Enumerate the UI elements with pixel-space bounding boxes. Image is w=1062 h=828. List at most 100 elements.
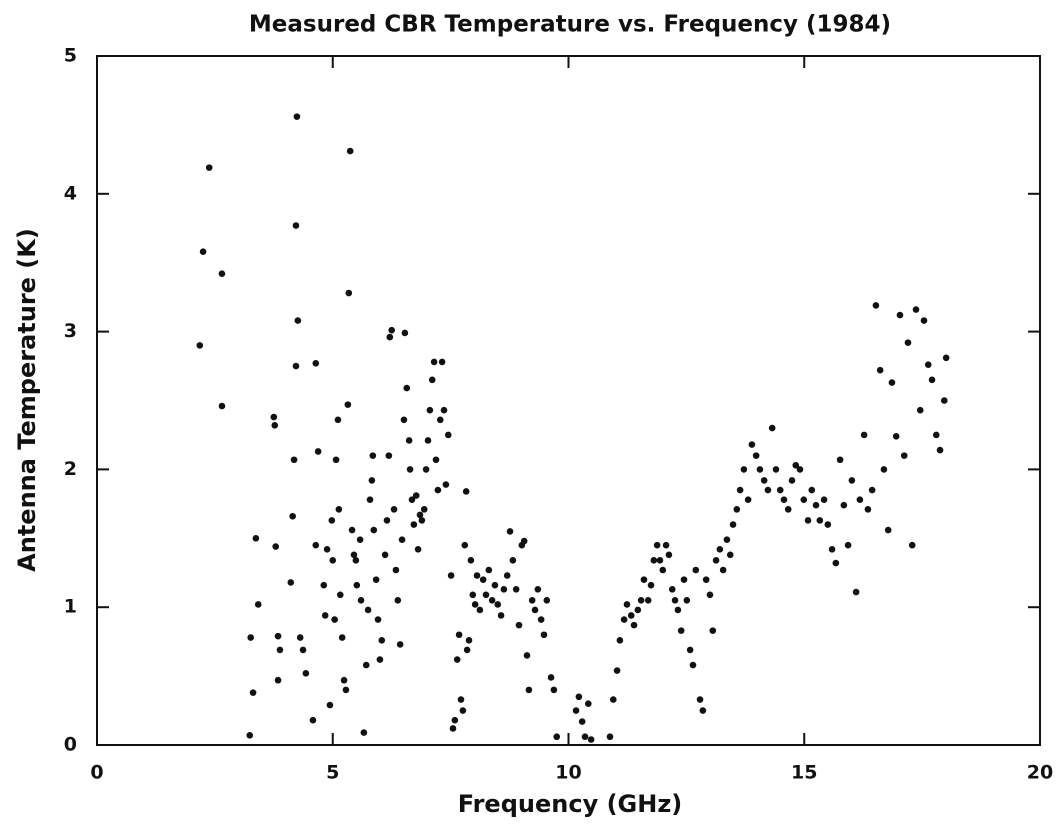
point bbox=[331, 616, 338, 623]
point bbox=[912, 306, 920, 313]
point bbox=[274, 676, 282, 684]
point bbox=[716, 546, 724, 553]
point bbox=[348, 526, 356, 534]
point bbox=[376, 656, 384, 663]
point bbox=[523, 652, 531, 659]
point bbox=[302, 670, 310, 677]
point bbox=[444, 431, 452, 439]
point bbox=[378, 636, 386, 644]
point bbox=[329, 557, 337, 564]
point bbox=[422, 466, 430, 473]
point bbox=[196, 342, 204, 349]
point bbox=[726, 551, 734, 559]
point bbox=[550, 686, 558, 694]
point bbox=[353, 581, 361, 589]
point bbox=[723, 536, 731, 543]
point bbox=[764, 486, 772, 494]
point bbox=[920, 317, 928, 324]
point bbox=[547, 674, 555, 681]
point bbox=[356, 536, 364, 543]
point bbox=[872, 302, 880, 309]
point bbox=[346, 147, 354, 155]
point bbox=[884, 526, 892, 534]
point bbox=[416, 511, 424, 519]
point bbox=[808, 486, 816, 494]
point bbox=[370, 526, 378, 534]
y-tick-label: 0 bbox=[64, 734, 77, 756]
point bbox=[398, 536, 406, 543]
point bbox=[709, 627, 717, 634]
point bbox=[205, 164, 213, 171]
point bbox=[680, 576, 688, 583]
point bbox=[824, 521, 832, 528]
point bbox=[888, 379, 896, 386]
point bbox=[702, 576, 710, 583]
point bbox=[420, 506, 428, 513]
point bbox=[936, 446, 944, 454]
point bbox=[500, 585, 508, 593]
point bbox=[553, 733, 561, 741]
chart-title: Measured CBR Temperature vs. Frequency (… bbox=[249, 12, 891, 38]
point bbox=[342, 686, 350, 694]
point bbox=[609, 696, 617, 703]
point bbox=[640, 576, 648, 583]
point bbox=[572, 707, 580, 714]
point bbox=[644, 597, 652, 604]
point bbox=[292, 362, 300, 370]
point bbox=[457, 696, 465, 703]
point bbox=[314, 448, 322, 455]
point bbox=[289, 512, 296, 520]
point bbox=[463, 646, 471, 654]
point bbox=[276, 646, 284, 654]
point bbox=[218, 402, 226, 410]
y-tick-label: 2 bbox=[64, 458, 77, 480]
point bbox=[328, 517, 336, 524]
point bbox=[932, 431, 940, 439]
point bbox=[299, 646, 307, 654]
plot-frame bbox=[96, 55, 1041, 746]
point bbox=[410, 521, 418, 528]
point bbox=[627, 612, 635, 619]
point bbox=[473, 572, 481, 579]
point bbox=[357, 597, 365, 604]
point bbox=[784, 506, 792, 513]
point bbox=[476, 606, 484, 614]
point bbox=[662, 541, 670, 549]
point bbox=[412, 492, 420, 499]
point bbox=[494, 601, 502, 608]
point bbox=[321, 612, 329, 619]
point bbox=[892, 433, 900, 440]
point bbox=[336, 591, 344, 599]
point bbox=[696, 696, 704, 703]
point bbox=[469, 591, 477, 599]
point bbox=[401, 329, 409, 337]
point bbox=[796, 466, 804, 473]
point bbox=[488, 597, 496, 604]
point bbox=[352, 557, 360, 564]
point bbox=[447, 572, 455, 579]
point bbox=[390, 506, 398, 513]
point bbox=[860, 431, 868, 439]
point bbox=[689, 661, 697, 669]
point bbox=[442, 481, 450, 488]
point bbox=[512, 585, 520, 593]
point bbox=[312, 541, 320, 549]
point bbox=[270, 413, 278, 421]
point bbox=[249, 689, 257, 696]
point bbox=[509, 557, 517, 564]
point bbox=[432, 456, 440, 464]
point bbox=[246, 732, 254, 739]
point bbox=[772, 466, 780, 473]
point bbox=[736, 486, 744, 494]
point bbox=[369, 452, 377, 459]
point bbox=[531, 606, 539, 614]
point bbox=[360, 729, 368, 736]
point bbox=[461, 541, 469, 549]
point bbox=[581, 733, 589, 741]
point bbox=[418, 517, 426, 524]
point bbox=[686, 646, 694, 654]
point bbox=[465, 636, 473, 644]
point bbox=[908, 541, 916, 549]
point bbox=[840, 501, 848, 509]
